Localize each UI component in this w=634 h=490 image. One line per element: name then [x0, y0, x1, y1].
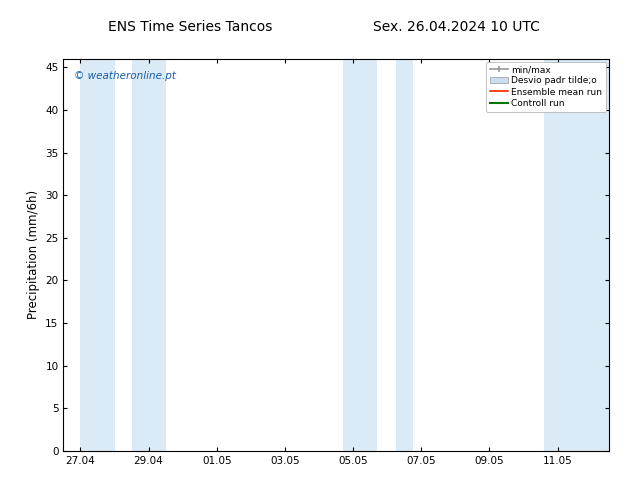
Y-axis label: Precipitation (mm/6h): Precipitation (mm/6h): [27, 190, 40, 319]
Bar: [81, 59, 115, 451]
Text: ENS Time Series Tancos: ENS Time Series Tancos: [108, 20, 273, 34]
Text: Sex. 26.04.2024 10 UTC: Sex. 26.04.2024 10 UTC: [373, 20, 540, 34]
Text: © weatheronline.pt: © weatheronline.pt: [74, 71, 176, 80]
Bar: [132, 59, 165, 451]
Legend: min/max, Desvio padr tilde;o, Ensemble mean run, Controll run: min/max, Desvio padr tilde;o, Ensemble m…: [486, 62, 606, 112]
Bar: [343, 59, 377, 451]
Bar: [544, 59, 609, 451]
Bar: [396, 59, 413, 451]
